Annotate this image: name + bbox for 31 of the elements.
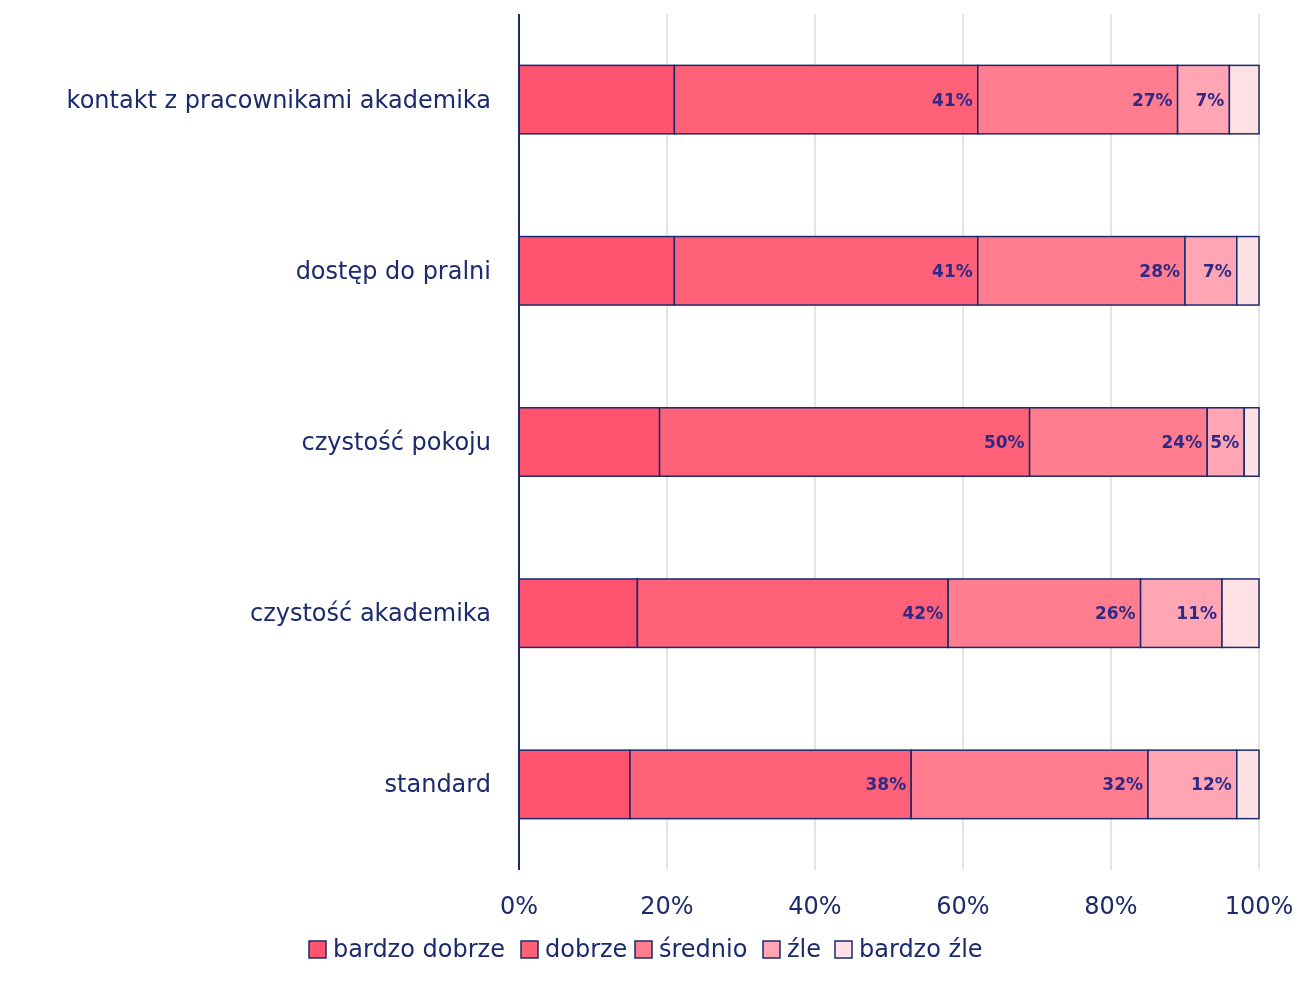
data-label: 50%	[983, 432, 1025, 452]
legend-label: dobrze	[545, 935, 628, 963]
y-tick-label: dostęp do pralni	[295, 256, 491, 285]
x-tick-label: 80%	[1084, 892, 1138, 920]
legend-label: źle	[787, 935, 822, 963]
y-tick-label: kontakt z pracownikami akademika	[66, 85, 491, 114]
data-label: 7%	[1195, 89, 1225, 110]
data-label: 26%	[1094, 603, 1136, 624]
data-label: 41%	[932, 89, 973, 110]
data-label: 27%	[1131, 89, 1173, 110]
legend-label: średnio	[659, 935, 748, 963]
data-label: 28%	[1139, 260, 1180, 281]
data-label: 38%	[865, 774, 907, 795]
x-tick-label: 20%	[640, 892, 694, 920]
data-label: 41%	[932, 260, 973, 281]
y-tick-label: standard	[384, 770, 491, 799]
data-label: 32%	[1102, 774, 1143, 795]
legend-label: bardzo dobrze	[333, 935, 505, 963]
x-tick-label: 0%	[499, 892, 539, 920]
legend-label: bardzo źle	[859, 935, 983, 963]
data-label: 7%	[1202, 260, 1232, 281]
data-label: 24%	[1161, 432, 1203, 452]
y-tick-label: czystość pokoju	[301, 428, 491, 456]
x-tick-label: 40%	[788, 892, 842, 920]
data-label: 5%	[1210, 432, 1240, 452]
x-tick-label: 60%	[936, 892, 990, 920]
y-tick-label: czystość akademika	[249, 599, 491, 628]
data-label: 12%	[1191, 774, 1232, 795]
data-label: 11%	[1176, 603, 1217, 624]
data-label: 42%	[902, 603, 944, 624]
x-tick-label: 100%	[1224, 892, 1294, 920]
